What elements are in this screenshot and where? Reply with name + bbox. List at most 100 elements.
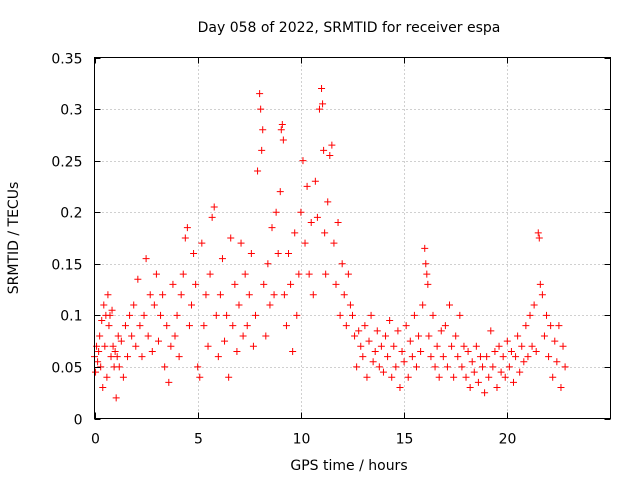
data-point — [545, 353, 553, 361]
data-point — [190, 249, 198, 257]
data-point — [340, 291, 348, 299]
data-point — [371, 347, 379, 355]
data-point — [421, 244, 429, 252]
data-point — [526, 311, 534, 319]
data-point — [146, 291, 154, 299]
data-point — [373, 327, 381, 335]
data-point — [208, 213, 216, 221]
data-point — [326, 151, 334, 159]
data-point — [237, 239, 245, 247]
y-axis-label: SRMTID / TECUs — [6, 182, 22, 295]
data-point — [173, 311, 181, 319]
data-point — [497, 368, 505, 376]
data-point — [307, 219, 315, 227]
data-point — [117, 337, 125, 345]
data-point — [489, 363, 497, 371]
data-point — [277, 126, 285, 134]
data-point — [524, 353, 532, 361]
data-point — [121, 322, 129, 330]
data-markers — [91, 84, 569, 402]
data-point — [540, 332, 548, 340]
y-tick-label: 0.2 — [60, 206, 82, 222]
data-point — [452, 332, 460, 340]
data-point — [520, 358, 528, 366]
data-point — [450, 373, 458, 381]
data-point — [410, 311, 418, 319]
data-point — [200, 322, 208, 330]
data-point — [264, 260, 272, 268]
data-point — [111, 347, 119, 355]
data-point — [454, 353, 462, 361]
data-point — [171, 332, 179, 340]
data-point — [322, 270, 330, 278]
data-point — [119, 373, 127, 381]
x-tick-label: 10 — [293, 432, 311, 448]
data-point — [324, 198, 332, 206]
data-point — [282, 322, 290, 330]
data-point — [192, 280, 200, 288]
data-point — [392, 363, 400, 371]
data-point — [258, 146, 266, 154]
data-point — [549, 373, 557, 381]
data-point — [251, 311, 259, 319]
data-point — [386, 317, 394, 325]
data-point — [105, 322, 113, 330]
data-point — [479, 363, 487, 371]
data-point — [107, 353, 115, 361]
data-point — [270, 291, 278, 299]
data-point — [239, 332, 247, 340]
data-point — [291, 229, 299, 237]
data-point — [431, 363, 439, 371]
data-point — [214, 353, 222, 361]
data-point — [318, 84, 326, 92]
data-point — [109, 342, 117, 350]
data-point — [429, 311, 437, 319]
data-point — [157, 311, 165, 319]
data-point — [483, 353, 491, 361]
x-tick-label: 5 — [194, 432, 203, 448]
data-point — [491, 347, 499, 355]
data-point — [112, 394, 120, 402]
data-point — [528, 342, 536, 350]
data-point — [233, 347, 241, 355]
data-point — [212, 311, 220, 319]
data-point — [328, 141, 336, 149]
data-point — [534, 229, 542, 237]
data-point — [218, 255, 226, 263]
data-point — [458, 363, 466, 371]
data-point — [196, 373, 204, 381]
data-point — [103, 373, 111, 381]
data-point — [474, 378, 482, 386]
x-tick-labels: 0 5 10 15 20 — [91, 432, 516, 448]
gridlines — [94, 57, 611, 419]
data-point — [202, 291, 210, 299]
data-point — [188, 301, 196, 309]
data-point — [94, 358, 102, 366]
data-point — [266, 301, 274, 309]
data-point — [396, 384, 404, 392]
data-point — [114, 332, 122, 340]
data-point — [104, 291, 112, 299]
data-point — [530, 301, 538, 309]
data-point — [495, 342, 503, 350]
data-point — [276, 188, 284, 196]
y-tick-label: 0.25 — [51, 155, 82, 171]
data-point — [221, 337, 229, 345]
data-point — [305, 270, 313, 278]
data-point — [516, 368, 524, 376]
y-tick-label: 0 — [74, 413, 83, 429]
data-point — [551, 337, 559, 345]
data-point — [163, 322, 171, 330]
data-point — [279, 136, 287, 144]
data-point — [487, 327, 495, 335]
data-point — [512, 353, 520, 361]
data-point — [507, 347, 515, 355]
data-point — [501, 373, 509, 381]
data-point — [439, 353, 447, 361]
data-point — [402, 322, 410, 330]
data-point — [136, 322, 144, 330]
data-point — [247, 249, 255, 257]
data-point — [124, 353, 132, 361]
data-point — [165, 378, 173, 386]
data-point — [334, 219, 342, 227]
